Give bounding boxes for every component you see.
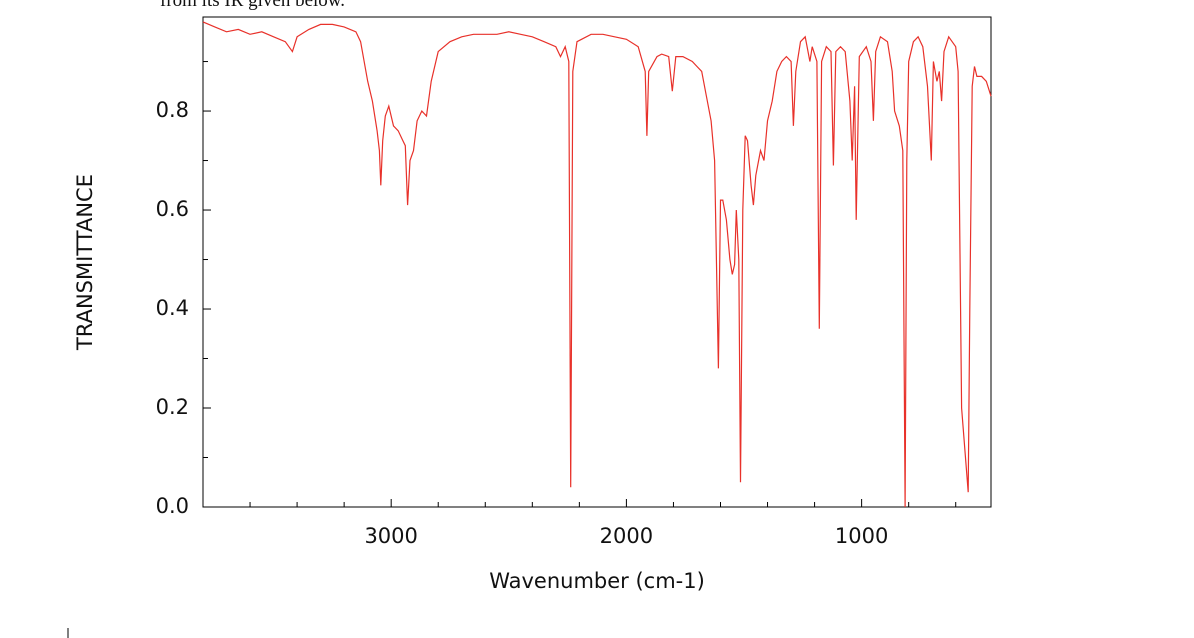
y-tick-label: 0.6	[156, 197, 189, 221]
x-axis-label: Wavenumber (cm-1)	[489, 569, 705, 593]
y-tick-label: 0.8	[156, 98, 189, 122]
plot-frame	[202, 16, 992, 508]
x-tick-label: 1000	[835, 524, 888, 548]
annotation: from its IR given below.	[160, 0, 345, 11]
y-tick-label: 0.2	[156, 395, 189, 419]
y-tick-label: 0.0	[156, 494, 189, 518]
x-tick-label: 3000	[364, 524, 417, 548]
spectrum-line	[202, 21, 992, 508]
y-axis-label: TRANSMITTANCE	[73, 174, 97, 351]
y-tick-label: 0.4	[156, 296, 189, 320]
x-tick-label: 2000	[600, 524, 653, 548]
